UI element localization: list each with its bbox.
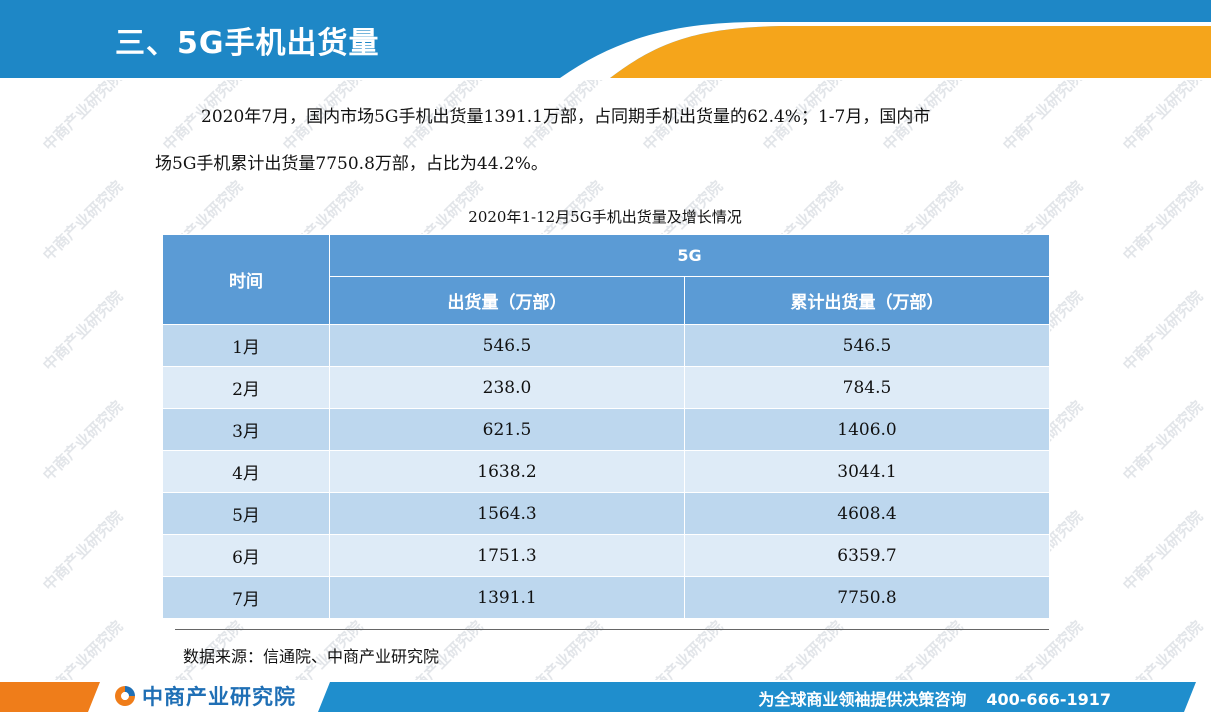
phone-number: 400-666-1917 [986,690,1111,709]
table-row: 6月 1751.3 6359.7 [162,534,1051,577]
cumulative-cell: 6359.7 [683,534,1051,577]
month-cell: 6月 [162,534,330,577]
cumulative-cell: 784.5 [683,366,1051,409]
shipment-cell: 1564.3 [329,492,685,535]
footer-slogan: 为全球商业领袖提供决策咨询 400-666-1917 [758,686,1111,710]
footer-bar [0,682,1211,712]
header-5g: 5G [328,234,1051,277]
shipment-cell: 546.5 [329,324,685,367]
watermark-text: 中商产业研究院 [639,617,727,680]
cumulative-cell: 3044.1 [683,450,1051,493]
cumulative-cell: 7750.8 [683,576,1051,619]
shipment-cell: 1391.1 [329,576,685,619]
watermark-text: 中商产业研究院 [1119,177,1207,265]
watermark-text: 中商产业研究院 [1119,287,1207,375]
cumulative-cell: 1406.0 [683,408,1051,451]
month-cell: 2月 [162,366,330,409]
month-cell: 4月 [162,450,330,493]
footer-background [0,682,1196,712]
watermark-text: 中商产业研究院 [879,617,967,680]
watermark-text: 中商产业研究院 [1119,507,1207,595]
logo-text: 中商产业研究院 [142,685,296,709]
header-time: 时间 [162,234,330,325]
shipment-table: 时间 5G 出货量（万部） 累计出货量（万部） 1月 546.5 546.5 2… [162,234,1051,619]
table-row: 1月 546.5 546.5 [162,324,1051,367]
watermark-text: 中商产业研究院 [39,617,127,680]
shipment-cell: 621.5 [329,408,685,451]
watermark-text: 中商产业研究院 [1119,80,1207,155]
watermark-text: 中商产业研究院 [1119,617,1207,680]
watermark-text: 中商产业研究院 [759,617,847,680]
month-cell: 1月 [162,324,330,367]
table-caption: 2020年1-12月5G手机出货量及增长情况 [468,208,742,226]
source-divider [175,629,1049,630]
header-background [0,0,1211,78]
summary-line-2: 场5G手机累计出货量7750.8万部，占比为44.2%。 [155,145,1065,183]
month-cell: 5月 [162,492,330,535]
page-title: 三、5G手机出货量 [115,26,380,61]
shipment-cell: 238.0 [329,366,685,409]
header-shipment: 出货量（万部） [329,276,685,325]
month-cell: 3月 [162,408,330,451]
shipment-cell: 1751.3 [329,534,685,577]
header-banner: 三、5G手机出货量 [0,0,1211,78]
summary-text-2: 场5G手机累计出货量7750.8万部，占比为44.2%。 [155,154,548,174]
watermark-text: 中商产业研究院 [39,287,127,375]
table-row: 4月 1638.2 3044.1 [162,450,1051,493]
cumulative-cell: 4608.4 [683,492,1051,535]
watermark-text: 中商产业研究院 [39,507,127,595]
watermark-text: 中商产业研究院 [999,617,1087,680]
company-logo: 中商产业研究院 [112,683,296,709]
table-row: 3月 621.5 1406.0 [162,408,1051,451]
summary-text-1: 2020年7月，国内市场5G手机出货量1391.1万部，占同期手机出货量的62.… [201,107,931,127]
summary-line-1: 2020年7月，国内市场5G手机出货量1391.1万部，占同期手机出货量的62.… [155,98,1065,136]
cumulative-cell: 546.5 [683,324,1051,367]
watermark-text: 中商产业研究院 [39,397,127,485]
watermark-text: 中商产业研究院 [39,177,127,265]
watermark-text: 中商产业研究院 [1119,397,1207,485]
slogan-text: 为全球商业领袖提供决策咨询 [758,690,967,709]
table-row: 2月 238.0 784.5 [162,366,1051,409]
watermark-text: 中商产业研究院 [519,617,607,680]
header-cumulative: 累计出货量（万部） [683,276,1051,325]
table-row: 5月 1564.3 4608.4 [162,492,1051,535]
shipment-cell: 1638.2 [329,450,685,493]
watermark-text: 中商产业研究院 [39,80,127,155]
table-row: 7月 1391.1 7750.8 [162,576,1051,619]
source-note: 数据来源：信通院、中商产业研究院 [183,647,440,666]
month-cell: 7月 [162,576,330,619]
logo-icon [115,686,135,706]
